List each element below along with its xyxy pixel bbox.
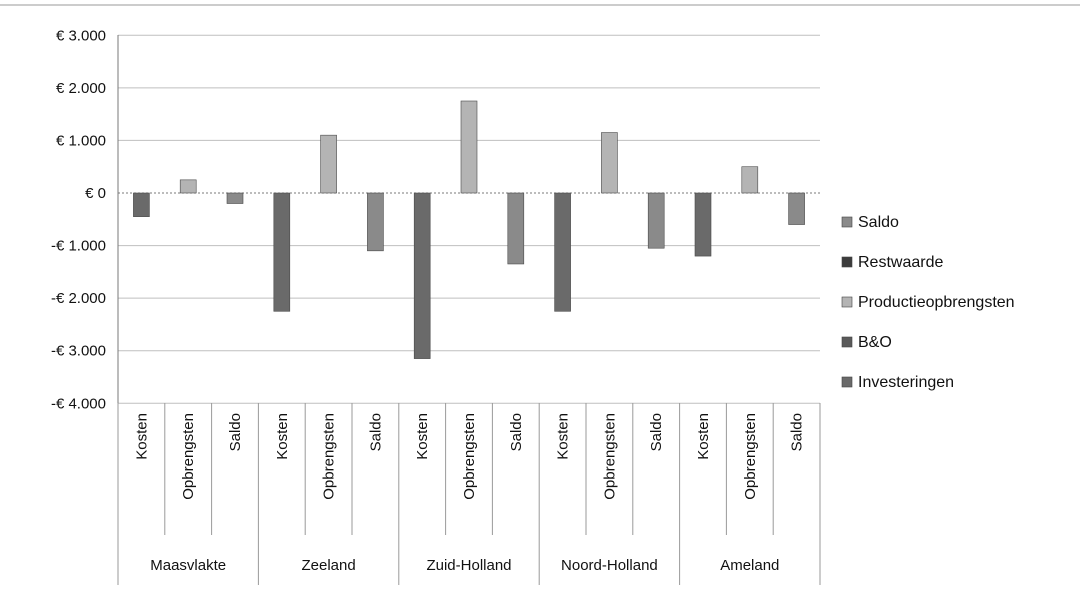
- bar-investeringen: [133, 192, 150, 217]
- bar-productieopbrengsten: [179, 179, 197, 194]
- legend-label: Saldo: [858, 214, 899, 231]
- category-label: Opbrengsten: [742, 413, 759, 500]
- y-tick-label: -€ 1.000: [51, 238, 106, 255]
- y-tick-label: € 2.000: [56, 80, 106, 97]
- y-tick-label: -€ 4.000: [51, 395, 106, 412]
- group-label: Maasvlakte: [150, 557, 226, 574]
- legend-label: B&O: [858, 334, 892, 351]
- category-label: Saldo: [367, 413, 384, 451]
- category-label: Saldo: [648, 413, 665, 451]
- y-tick-label: -€ 2.000: [51, 290, 106, 307]
- group-label: Zuid-Holland: [426, 557, 511, 574]
- legend-label: Productieopbrengsten: [858, 294, 1015, 311]
- category-label: Kosten: [274, 413, 291, 460]
- category-label: Opbrengsten: [461, 413, 478, 500]
- bar-investeringen: [413, 192, 431, 359]
- legend-label: Restwaarde: [858, 254, 943, 271]
- bar-productieopbrengsten: [741, 166, 759, 194]
- category-label: Kosten: [695, 413, 712, 460]
- group-label: Ameland: [720, 557, 779, 574]
- y-tick-label: € 0: [85, 185, 106, 202]
- bar-saldo: [647, 192, 665, 249]
- y-tick-label: -€ 3.000: [51, 343, 106, 360]
- y-tick-label: € 1.000: [56, 132, 106, 149]
- category-label: Opbrengsten: [321, 413, 338, 500]
- bar-productieopbrengsten: [601, 132, 618, 194]
- bar-productieopbrengsten: [460, 100, 478, 194]
- bar-investeringen: [554, 192, 571, 312]
- bar-productieopbrengsten: [320, 134, 337, 194]
- bar-saldo: [226, 192, 244, 204]
- category-label: Saldo: [508, 413, 525, 451]
- legend-swatch: [841, 336, 853, 348]
- legend-swatch: [841, 256, 853, 268]
- bar-saldo: [507, 192, 525, 265]
- group-label: Noord-Holland: [561, 557, 658, 574]
- category-label: Opbrengsten: [180, 413, 197, 500]
- legend-swatch: [841, 216, 853, 228]
- bar-saldo: [367, 192, 384, 252]
- legend-label: Investeringen: [858, 374, 954, 391]
- legend-swatch: [841, 296, 853, 308]
- category-label: Kosten: [555, 413, 572, 460]
- category-label: Saldo: [789, 413, 806, 451]
- category-label: Kosten: [414, 413, 431, 460]
- bar-investeringen: [273, 192, 291, 312]
- legend-swatch: [841, 376, 853, 388]
- group-label: Zeeland: [301, 557, 355, 574]
- category-label: Kosten: [133, 413, 150, 460]
- bar-saldo: [788, 192, 805, 225]
- category-label: Saldo: [227, 413, 244, 451]
- y-tick-label: € 3.000: [56, 27, 106, 44]
- bar-investeringen: [694, 192, 712, 257]
- category-label: Opbrengsten: [601, 413, 618, 500]
